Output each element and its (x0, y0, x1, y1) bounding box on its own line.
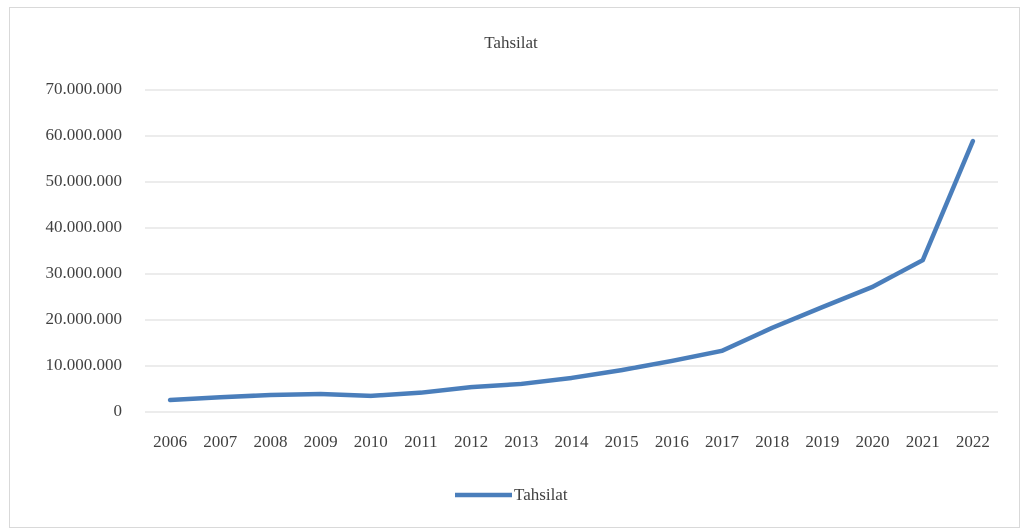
chart-border (9, 7, 1020, 528)
x-tick-label: 2008 (253, 432, 287, 451)
x-tick-label: 2012 (454, 432, 488, 451)
x-tick-label: 2013 (504, 432, 538, 451)
x-tick-label: 2007 (203, 432, 238, 451)
x-tick-label: 2020 (856, 432, 890, 451)
x-tick-label: 2016 (655, 432, 689, 451)
line-series (167, 138, 976, 403)
chart-title: Tahsilat (484, 33, 538, 52)
x-tick-label: 2010 (354, 432, 388, 451)
x-tick-label: 2017 (705, 432, 740, 451)
x-tick-label: 2019 (805, 432, 839, 451)
x-tick-label: 2011 (404, 432, 437, 451)
y-tick-label: 50.000.000 (46, 171, 123, 190)
y-tick-label: 0 (114, 401, 123, 420)
y-tick-label: 20.000.000 (46, 309, 123, 328)
x-tick-label: 2006 (153, 432, 187, 451)
x-tick-label: 2009 (304, 432, 338, 451)
x-tick-label: 2014 (555, 432, 590, 451)
y-tick-label: 60.000.000 (46, 125, 123, 144)
x-tick-label: 2015 (605, 432, 639, 451)
x-tick-label: 2021 (906, 432, 940, 451)
legend-label: Tahsilat (514, 485, 568, 504)
y-tick-label: 40.000.000 (46, 217, 123, 236)
y-tick-label: 70.000.000 (46, 79, 123, 98)
y-tick-label: 30.000.000 (46, 263, 123, 282)
x-tick-label: 2018 (755, 432, 789, 451)
x-tick-label: 2022 (956, 432, 990, 451)
y-tick-label: 10.000.000 (46, 355, 123, 374)
